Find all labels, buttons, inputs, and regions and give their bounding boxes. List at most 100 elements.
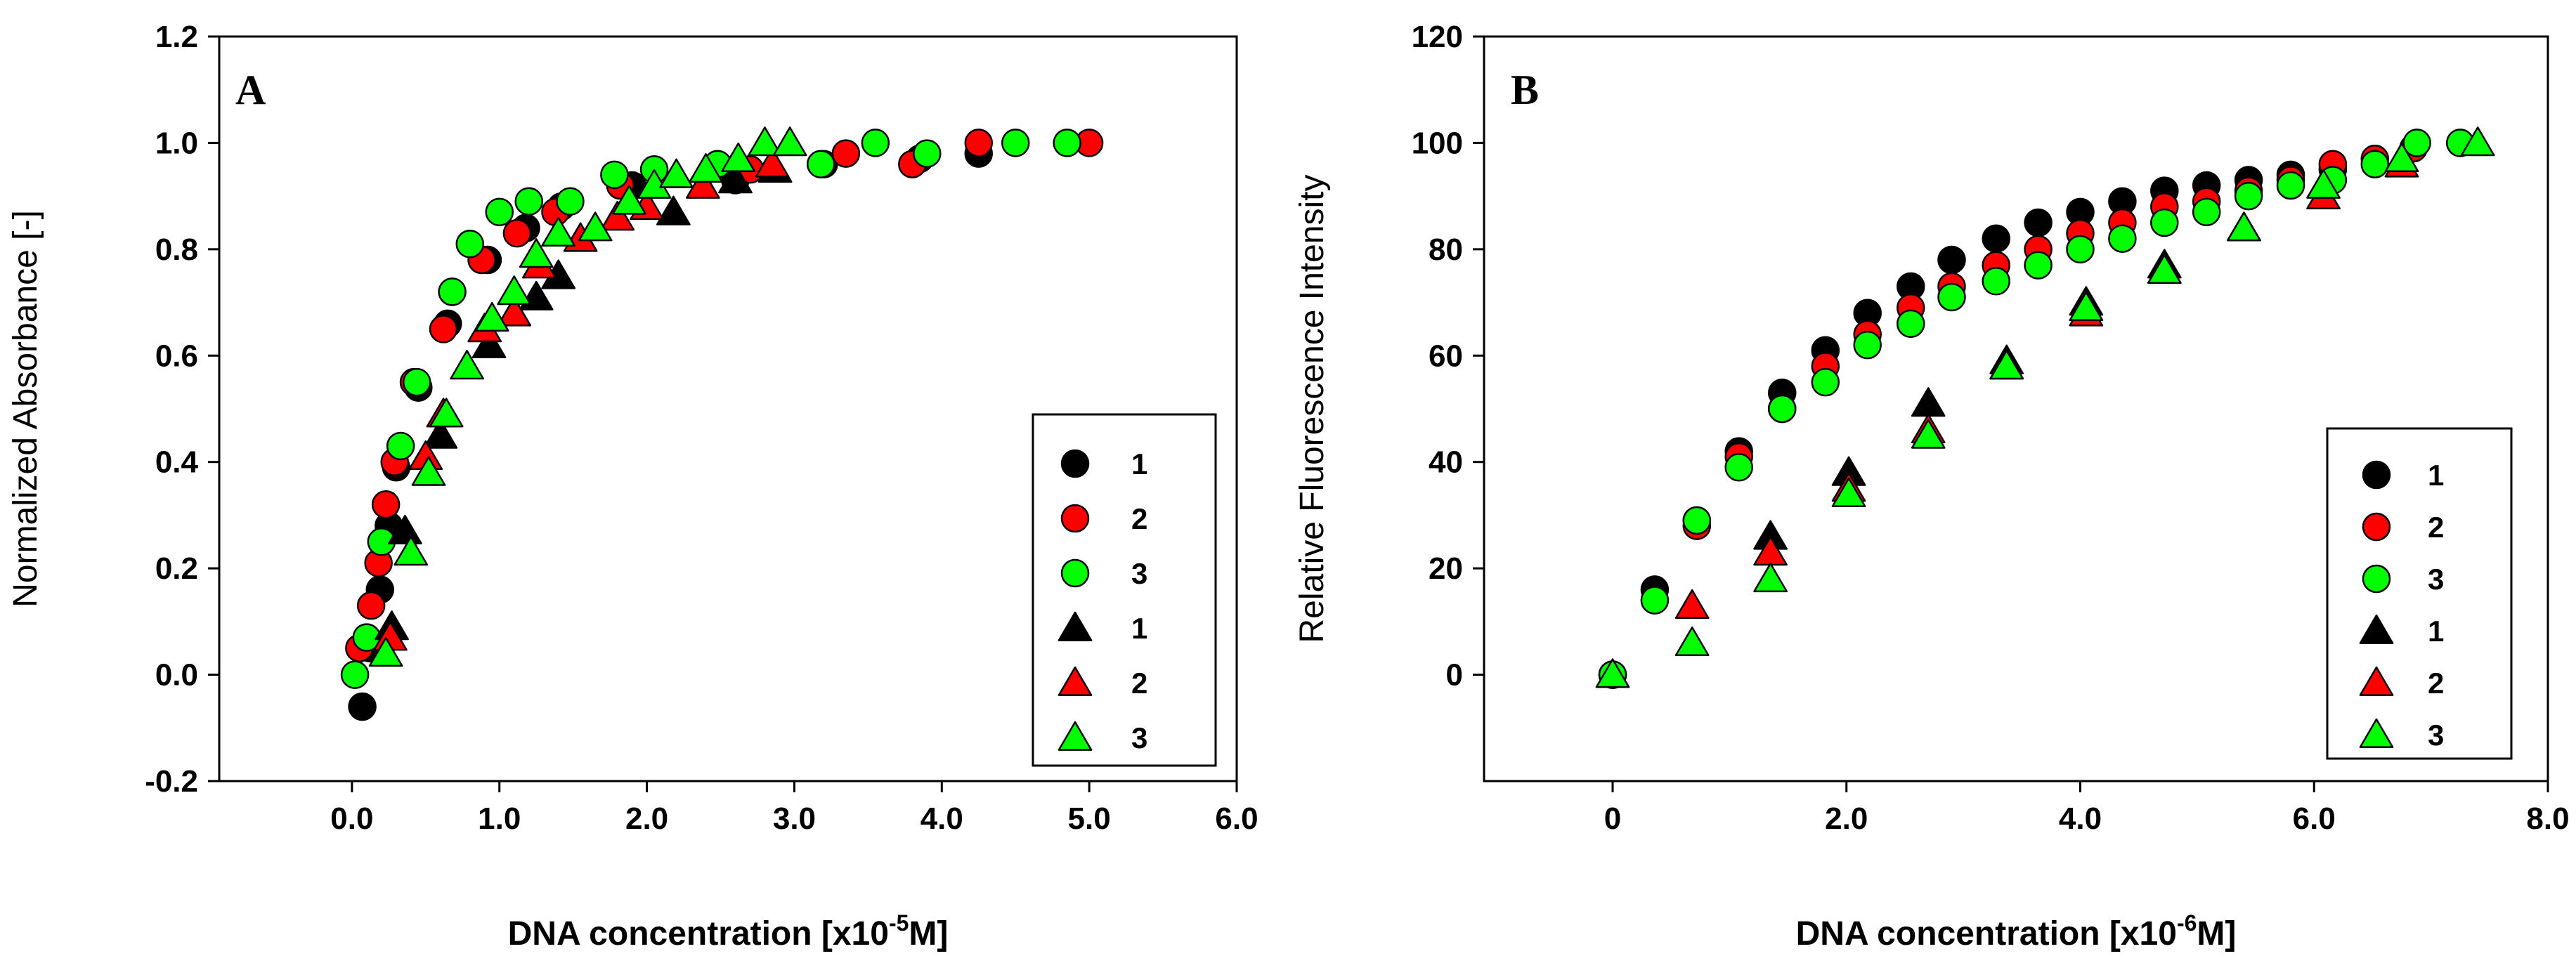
data-point-triangle-series-2-a <box>685 169 720 199</box>
y-tick-label-b: 100 <box>1412 126 1463 160</box>
legend-label-b: 2 <box>2428 511 2444 544</box>
data-point-circle-series-1-a <box>348 692 377 721</box>
legend-label-a: 1 <box>1131 612 1147 645</box>
data-point-triangle-series-1-a <box>423 419 458 449</box>
data-point-circle-series-2-a <box>371 490 401 519</box>
x-axis-label-sup-b: -6 <box>2177 910 2197 936</box>
y-tick-label-b: 120 <box>1412 20 1463 54</box>
legend-marker-triangle-2-a <box>1058 666 1093 696</box>
data-point-triangle-series-2-b <box>1674 589 1710 619</box>
legend-label-b: 1 <box>2428 459 2444 492</box>
x-tick-label-b: 0 <box>1604 801 1621 836</box>
data-point-circle-series-3-b <box>1724 453 1753 482</box>
legend-marker-triangle-1-b <box>2359 614 2394 644</box>
data-point-circle-series-3-a <box>514 187 543 216</box>
data-point-circle-series-3-b <box>2276 171 2305 200</box>
data-point-circle-series-3-b <box>2024 251 2053 280</box>
tick-group-a: 0.0 1.0 2.0 3.0 4.0 5.0 6.0 -0.2 0.0 0.2 0.4 0.6 0.8… <box>145 20 1258 836</box>
data-point-triangle-series-3-b <box>2460 126 2495 157</box>
data-point-triangle-series-3-a <box>748 126 782 157</box>
data-point-triangle-series-3-b <box>2384 142 2419 172</box>
legend-box-a <box>1032 413 1217 767</box>
data-point-triangle-series-2-a <box>600 201 635 231</box>
y-tick-label-b: 0 <box>1446 658 1463 693</box>
y-tick-label-a: 0.4 <box>155 445 199 480</box>
x-tick-label-b: 6.0 <box>2293 801 2336 836</box>
data-point-triangle-series-3-a <box>474 302 509 332</box>
data-point-triangle-series-3-a <box>368 637 403 667</box>
legend-marker-triangle-3-a <box>1058 721 1093 751</box>
data-point-triangle-series-3-a <box>519 238 554 268</box>
data-point-circle-series-3-b <box>1768 394 1797 424</box>
data-point-circle-series-3-a <box>340 660 370 689</box>
data-point-triangle-series-3-a <box>429 398 464 428</box>
data-point-triangle-series-3-a <box>689 153 723 183</box>
data-point-triangle-series-3-a <box>578 211 613 242</box>
data-point-triangle-series-3-a <box>772 126 807 157</box>
legend-marker-circle-3-b <box>2362 564 2391 594</box>
data-point-circle-series-3-b <box>2108 224 2137 253</box>
data-point-triangle-series-3-a <box>721 142 756 172</box>
data-point-triangle-series-3-b <box>2227 211 2261 242</box>
data-point-triangle-series-3-a <box>659 158 694 188</box>
data-point-circle-series-3-b <box>1937 282 1966 312</box>
panel-label-a: A <box>235 67 266 113</box>
x-axis-label-end-a: M] <box>909 915 948 952</box>
legend-marker-circle-3-a <box>1060 558 1090 588</box>
x-axis-label-end-b: M] <box>2197 915 2236 952</box>
data-point-triangle-series-3-b <box>1753 563 1788 593</box>
data-point-triangle-series-2-a <box>497 296 532 327</box>
plot-frame-b <box>1483 35 2549 782</box>
y-tick-label-a: 1.2 <box>155 20 198 54</box>
x-axis-label-sup-a: -5 <box>889 910 909 936</box>
chart-panel-b: B Relative Fluorescence Intensity DNA co… <box>1294 20 2570 952</box>
plot-frame-a <box>218 35 1238 782</box>
data-point-circle-series-3-b <box>1640 586 1670 615</box>
data-point-triangle-series-3-b <box>1595 658 1630 688</box>
legend-label-b: 1 <box>2428 615 2444 648</box>
data-point-circle-series-3-b <box>1982 267 2010 296</box>
x-tick-label-a: 6.0 <box>1215 801 1258 836</box>
legend-label-a: 3 <box>1131 721 1147 754</box>
legend-box-b <box>2326 427 2513 760</box>
x-tick-label-a: 2.0 <box>625 801 668 836</box>
data-point-circle-series-3-a <box>600 160 629 190</box>
legend-marker-triangle-2-b <box>2359 666 2394 696</box>
data-point-triangle-series-1-a <box>471 328 507 358</box>
data-point-circle-series-3-b <box>2192 197 2221 227</box>
data-point-triangle-series-3-b <box>2306 169 2341 199</box>
y-tick-label-b: 40 <box>1429 445 1463 480</box>
chart-panel-a: A Normalized Absorbance [-] DNA concentr… <box>7 20 1258 952</box>
data-point-triangle-series-3-b <box>1674 626 1710 656</box>
data-point-triangle-series-3-a <box>612 185 646 215</box>
legend-marker-circle-2-b <box>2362 512 2391 542</box>
data-point-circle-series-3-b <box>1897 309 1925 339</box>
data-point-triangle-series-1-b <box>1911 387 1946 417</box>
x-tick-label-b: 4.0 <box>2059 801 2102 836</box>
x-axis-label-main-b: DNA concentration [x10 <box>1796 915 2177 952</box>
legend-marker-triangle-3-b <box>2359 718 2394 748</box>
data-point-circle-series-2-a <box>502 218 532 248</box>
data-point-circle-series-3-a <box>913 139 942 168</box>
y-tick-label-b: 60 <box>1429 339 1463 373</box>
y-tick-label-a: 1.0 <box>155 126 198 160</box>
data-point-triangle-series-3-a <box>541 216 576 247</box>
x-tick-label-a: 1.0 <box>478 801 521 836</box>
data-point-circle-series-1-b <box>1982 224 2010 253</box>
data-point-circle-series-2-a <box>356 591 386 620</box>
x-tick-label-b: 2.0 <box>1825 801 1868 836</box>
data-point-triangle-series-2-a <box>755 148 790 178</box>
y-axis-label-a: Normalized Absorbance [-] <box>7 210 44 608</box>
x-tick-label-a: 5.0 <box>1068 801 1111 836</box>
data-point-triangle-series-3-a <box>393 536 429 566</box>
data-point-triangle-series-1-a <box>656 195 691 225</box>
data-point-circle-series-3-b <box>2150 208 2179 237</box>
data-point-triangle-series-3-b <box>1989 350 2024 380</box>
y-axis-label-b: Relative Fluorescence Intensity <box>1294 175 1331 643</box>
data-point-circle-series-3-a <box>455 230 485 258</box>
data-point-triangle-series-3-b <box>2069 291 2104 321</box>
data-point-circle-series-3-b <box>2402 129 2431 157</box>
data-point-triangle-series-3-a <box>450 350 484 380</box>
legend-label-a: 2 <box>1131 667 1147 700</box>
data-point-circle-series-3-b <box>2360 150 2390 178</box>
